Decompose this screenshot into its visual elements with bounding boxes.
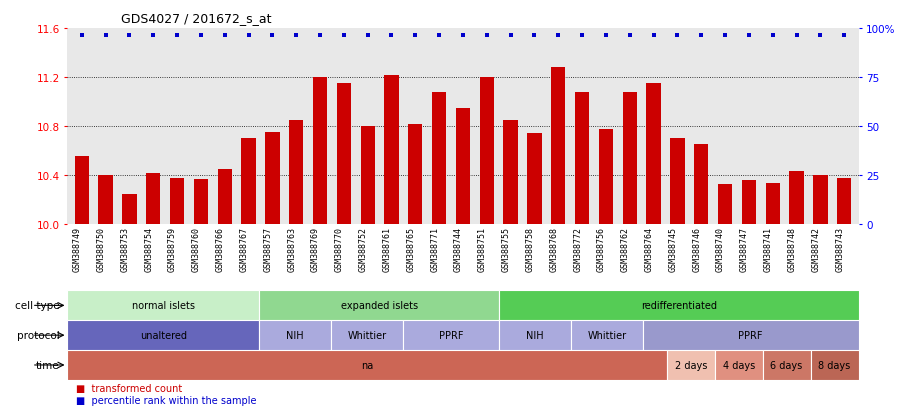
Bar xyxy=(814,176,828,225)
Bar xyxy=(122,194,137,225)
Bar xyxy=(98,176,112,225)
Bar xyxy=(146,173,160,225)
Bar xyxy=(499,291,859,320)
Bar xyxy=(385,76,398,225)
Bar xyxy=(718,184,733,225)
Text: 4 days: 4 days xyxy=(723,360,755,370)
Bar xyxy=(218,170,232,225)
Bar xyxy=(480,78,494,225)
Bar xyxy=(551,68,565,225)
Bar xyxy=(646,84,661,225)
Bar xyxy=(259,320,331,350)
Bar xyxy=(75,156,89,225)
Text: NIH: NIH xyxy=(526,330,544,340)
Bar xyxy=(67,350,667,380)
Bar xyxy=(575,93,589,225)
Text: na: na xyxy=(361,360,373,370)
Bar xyxy=(313,78,327,225)
Bar xyxy=(67,320,259,350)
Bar xyxy=(667,350,715,380)
Text: ■  percentile rank within the sample: ■ percentile rank within the sample xyxy=(76,395,257,405)
Bar xyxy=(599,129,613,225)
Bar xyxy=(432,93,446,225)
Bar xyxy=(331,320,403,350)
Text: protocol: protocol xyxy=(17,330,59,340)
Text: time: time xyxy=(36,360,59,370)
Bar xyxy=(623,93,636,225)
Bar xyxy=(643,320,859,350)
Bar xyxy=(671,139,685,225)
Bar xyxy=(408,124,423,225)
Text: normal islets: normal islets xyxy=(132,301,195,311)
Bar xyxy=(289,121,303,225)
Text: cell type: cell type xyxy=(15,301,59,311)
Text: Whittier: Whittier xyxy=(348,330,387,340)
Bar xyxy=(193,179,208,225)
Text: redifferentiated: redifferentiated xyxy=(641,301,717,311)
Bar xyxy=(789,172,804,225)
Bar xyxy=(766,183,780,225)
Text: GDS4027 / 201672_s_at: GDS4027 / 201672_s_at xyxy=(121,12,271,25)
Text: Whittier: Whittier xyxy=(587,330,627,340)
Bar xyxy=(259,291,499,320)
Bar xyxy=(499,320,571,350)
Bar xyxy=(503,121,518,225)
Text: PPRF: PPRF xyxy=(439,330,463,340)
Bar xyxy=(528,134,541,225)
Text: expanded islets: expanded islets xyxy=(341,301,418,311)
Bar xyxy=(571,320,643,350)
Bar xyxy=(694,145,708,225)
Bar xyxy=(742,180,756,225)
Text: ■  transformed count: ■ transformed count xyxy=(76,383,182,393)
Bar xyxy=(360,127,375,225)
Bar xyxy=(811,350,859,380)
Text: PPRF: PPRF xyxy=(738,330,763,340)
Text: NIH: NIH xyxy=(287,330,304,340)
Bar xyxy=(337,84,351,225)
Bar xyxy=(715,350,762,380)
Bar xyxy=(265,133,280,225)
Text: 8 days: 8 days xyxy=(818,360,850,370)
Bar xyxy=(837,178,851,225)
Text: unaltered: unaltered xyxy=(140,330,187,340)
Bar xyxy=(170,178,184,225)
Bar xyxy=(241,139,255,225)
Bar xyxy=(403,320,499,350)
Bar xyxy=(67,291,259,320)
Bar xyxy=(456,109,470,225)
Text: 6 days: 6 days xyxy=(770,360,803,370)
Bar xyxy=(762,350,811,380)
Text: 2 days: 2 days xyxy=(674,360,707,370)
